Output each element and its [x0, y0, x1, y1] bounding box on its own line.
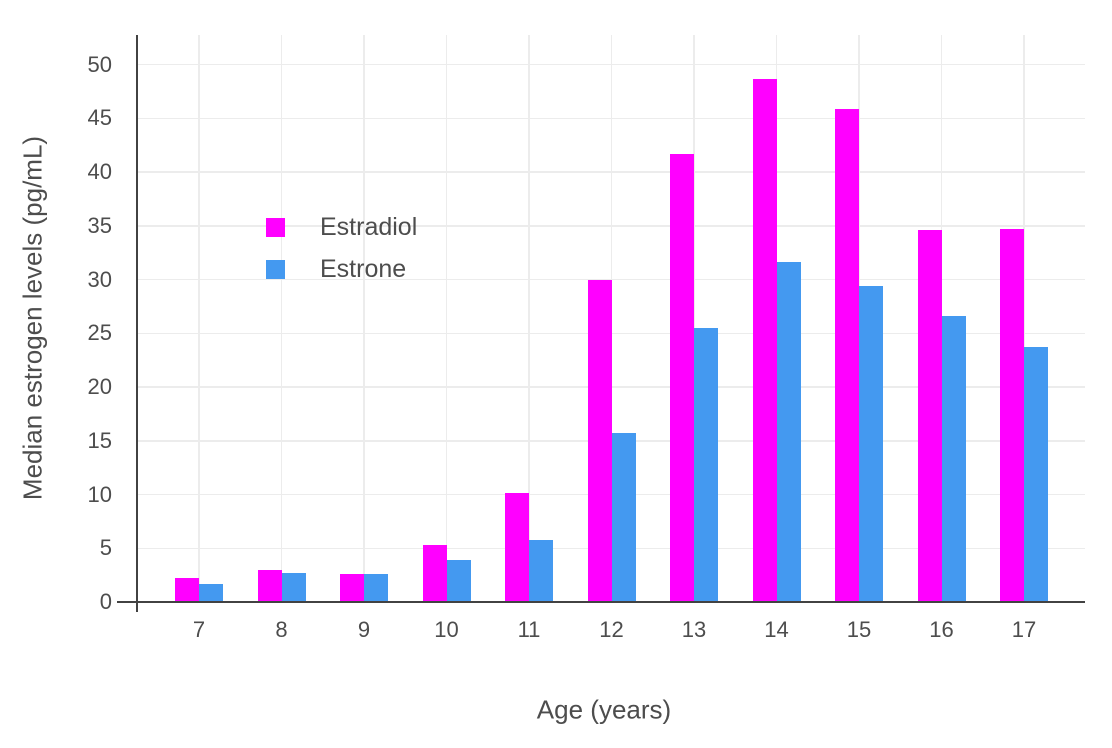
- y-tick-label: 40: [87, 159, 112, 185]
- bar-estradiol-12: [587, 279, 612, 602]
- x-tick-label: 11: [517, 617, 541, 642]
- legend-label: Estrone: [320, 255, 407, 283]
- x-axis-title: Age (years): [536, 694, 672, 725]
- x-tick-label: 16: [929, 617, 954, 642]
- bar-estrone-14: [776, 262, 801, 602]
- bar-estrone-13: [694, 327, 718, 602]
- gridline-vertical: [198, 35, 200, 602]
- bar-estrone-7: [199, 583, 223, 602]
- gridline-horizontal: [137, 225, 1085, 227]
- bar-estrone-16: [941, 316, 966, 602]
- x-axis-line: [117, 601, 1085, 603]
- gridline-vertical: [693, 35, 695, 602]
- bar-estrone-11: [529, 539, 553, 602]
- y-tick-label: 50: [87, 51, 112, 77]
- y-tick-label: 35: [87, 212, 112, 238]
- bar-estradiol-15: [835, 108, 859, 602]
- y-tick-label: 0: [99, 589, 112, 614]
- bar-estradiol-17: [1000, 229, 1024, 602]
- bar-estradiol-8: [257, 569, 282, 602]
- y-axis-line: [136, 35, 138, 612]
- bar-estrone-9: [364, 574, 388, 602]
- gridline-horizontal: [137, 117, 1085, 120]
- bar-estradiol-9: [340, 574, 364, 602]
- gridline-vertical: [1023, 35, 1025, 602]
- y-tick-label: 10: [87, 481, 112, 507]
- legend: Estradiol Estrone: [266, 215, 417, 282]
- legend-item-estrone: Estrone: [266, 257, 417, 282]
- gridline-vertical: [528, 35, 530, 602]
- y-tick-label: 20: [87, 374, 112, 400]
- y-axis-title: Median estrogen levels (pg/mL): [17, 135, 48, 501]
- bar-estrone-8: [281, 572, 306, 602]
- legend-swatch-estradiol: [266, 218, 285, 237]
- bar-estradiol-13: [670, 153, 694, 602]
- bar-estrone-10: [446, 560, 471, 602]
- x-tick-label: 9: [357, 617, 371, 642]
- bar-estrone-15: [859, 285, 883, 602]
- gridline-vertical: [363, 35, 365, 602]
- gridline-vertical: [280, 35, 283, 602]
- x-tick-label: 7: [192, 617, 206, 642]
- x-tick-label: 13: [681, 617, 707, 642]
- y-tick-label: 5: [99, 535, 112, 561]
- x-tick-label: 12: [599, 617, 624, 642]
- bar-estrone-12: [611, 433, 636, 602]
- plot-area: [137, 35, 1085, 602]
- x-tick-label: 14: [764, 617, 789, 642]
- bar-estradiol-16: [917, 230, 942, 602]
- bar-estradiol-7: [175, 578, 199, 602]
- legend-label: Estradiol: [320, 213, 418, 241]
- legend-item-estradiol: Estradiol: [266, 215, 417, 240]
- y-tick-label: 45: [87, 105, 112, 131]
- bar-estradiol-11: [505, 493, 529, 602]
- bar-estradiol-14: [752, 78, 777, 602]
- y-tick-label: 30: [87, 266, 112, 292]
- gridline-horizontal: [137, 63, 1085, 66]
- bar-estradiol-10: [422, 545, 447, 602]
- x-tick-label: 17: [1011, 617, 1037, 642]
- y-tick-label: 15: [87, 427, 112, 453]
- gridline-horizontal: [137, 171, 1085, 173]
- y-tick-label: 25: [87, 320, 112, 346]
- legend-swatch-estrone: [266, 260, 285, 279]
- bar-estrone-17: [1024, 347, 1048, 602]
- x-tick-label: 8: [275, 617, 288, 642]
- gridline-vertical: [610, 35, 613, 602]
- x-tick-label: 15: [846, 617, 872, 642]
- gridline-vertical: [445, 35, 448, 602]
- x-tick-label: 10: [434, 617, 459, 642]
